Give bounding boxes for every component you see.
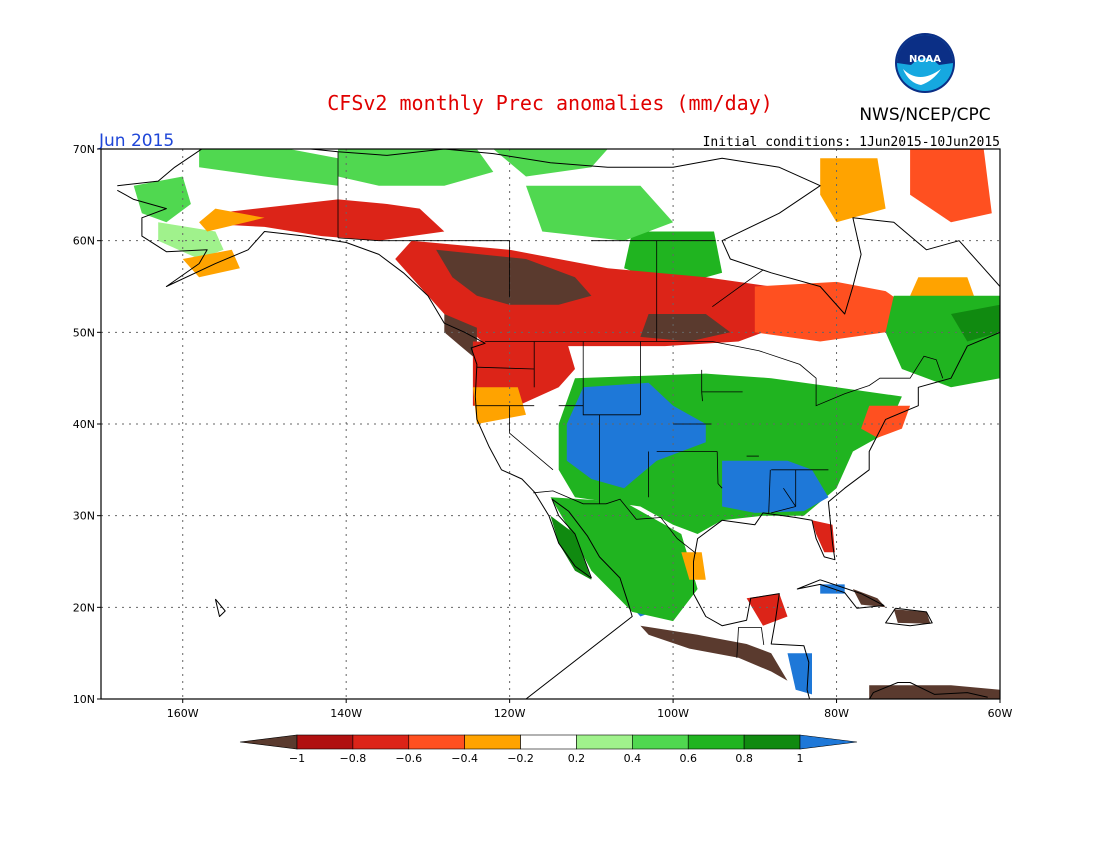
colorbar-segment xyxy=(408,734,465,750)
lon-tick-label: 60W xyxy=(988,707,1013,720)
anomaly-region-florida-dry xyxy=(812,520,835,553)
anomaly-region-bc-coast-extreme xyxy=(444,314,477,360)
anomaly-region-baffin-dry xyxy=(910,149,992,223)
border-line xyxy=(509,405,554,471)
anomaly-region-alaska-peninsula xyxy=(182,249,240,278)
political-borders xyxy=(337,151,944,658)
anomaly-region-yucatan-red xyxy=(746,593,788,626)
anomaly-region-alaska-north-slope xyxy=(199,149,338,186)
initial-conditions-label: Initial conditions: 1Jun2015-10Jun2015 xyxy=(703,135,1000,150)
anomaly-region-yukon-south-alaska xyxy=(215,199,445,241)
colorbar-segment xyxy=(352,734,410,750)
lat-tick-label: 10N xyxy=(73,693,95,706)
lon-tick-label: 120W xyxy=(494,707,526,720)
anomaly-region-manitoba-extreme xyxy=(640,314,731,342)
anomaly-region-hispaniola-dry xyxy=(893,609,931,624)
border-line xyxy=(771,506,796,514)
coastline xyxy=(885,607,933,627)
anomaly-regions xyxy=(133,149,1000,699)
lat-tick-label: 30N xyxy=(73,510,95,523)
colorbar-segment xyxy=(687,734,745,750)
chart-title: CFSv2 monthly Prec anomalies (mm/day) xyxy=(327,91,773,115)
coastline xyxy=(117,189,633,699)
anomaly-region-baja-wet xyxy=(550,515,592,580)
lon-tick-label: 80W xyxy=(824,707,849,720)
colorbar-segment xyxy=(632,734,689,750)
colorbar-segment xyxy=(520,734,577,750)
lat-tick-label: 60N xyxy=(73,235,95,248)
anomaly-region-rockies-extreme-wet xyxy=(566,382,706,489)
lon-tick-label: 160W xyxy=(167,707,199,720)
border-line xyxy=(533,490,697,554)
colorbar-segment xyxy=(296,734,354,750)
border-line xyxy=(712,269,764,308)
lat-tick-label: 20N xyxy=(73,601,95,614)
anomaly-region-central-america-wet xyxy=(787,653,812,695)
lat-tick-label: 40N xyxy=(73,418,95,431)
longitude-labels: 160W 140W 120W 100W 80W 60W xyxy=(167,699,1013,720)
anomaly-region-nw-territories-green xyxy=(338,149,494,186)
colorbar-tick-label: −0.4 xyxy=(451,752,478,765)
border-line xyxy=(716,451,723,489)
border-line xyxy=(768,469,771,514)
colorbar-high-arrow xyxy=(799,734,858,750)
map-panel: 70N 60N 50N 40N 30N 20N 10N 160W 140W 120W 100W 80… xyxy=(73,143,1013,720)
border-line xyxy=(476,366,535,370)
colorbar-tick-label: −0.8 xyxy=(340,752,367,765)
colorbar-tick-label: −0.2 xyxy=(507,752,534,765)
colorbar-segment xyxy=(743,734,801,750)
anomaly-region-bering-coast xyxy=(133,176,191,223)
colorbar-segment xyxy=(464,734,521,750)
colorbar-tick-label: −0.6 xyxy=(395,752,422,765)
anomaly-region-southern-mexico-dry xyxy=(640,625,788,681)
lat-tick-label: 70N xyxy=(73,143,95,156)
anomaly-region-southeast-extreme-wet xyxy=(722,460,829,513)
month-label: Jun 2015 xyxy=(98,131,174,151)
colorbar-tick-label: −1 xyxy=(289,752,305,765)
border-line xyxy=(582,341,641,416)
lat-tick-label: 50N xyxy=(73,326,95,339)
latitude-labels: 70N 60N 50N 40N 30N 20N 10N xyxy=(73,143,101,706)
colorbar-tick-label: 0.2 xyxy=(568,752,586,765)
agency-label: NWS/NCEP/CPC xyxy=(859,105,990,125)
svg-text:NOAA: NOAA xyxy=(909,54,941,65)
colorbar-tick-label: 0.6 xyxy=(679,752,697,765)
anomaly-region-venezuela-dry xyxy=(869,685,1000,699)
coastline xyxy=(796,579,885,609)
lon-tick-label: 140W xyxy=(330,707,362,720)
border-line xyxy=(736,627,765,658)
color-legend: −1 −0.8 −0.6 −0.4 −0.2 0.2 0.4 0.6 0.8 1 xyxy=(239,734,858,765)
border-line xyxy=(485,341,944,407)
colorbar-tick-label: 0.8 xyxy=(735,752,753,765)
border-line xyxy=(783,487,797,507)
colorbar-tick-label: 1 xyxy=(797,752,804,765)
coastlines xyxy=(117,149,1000,699)
anomaly-region-bc-alberta-extreme xyxy=(436,249,592,305)
anomaly-region-yukon-edge xyxy=(199,208,265,232)
anomaly-region-nunavut-green2 xyxy=(526,185,674,241)
lon-tick-label: 100W xyxy=(657,707,689,720)
border-line xyxy=(337,237,379,242)
coastline xyxy=(868,682,988,699)
colorbar-tick-label: 0.4 xyxy=(624,752,642,765)
colorbar-segment xyxy=(576,734,633,750)
coastline xyxy=(214,598,226,617)
coastline xyxy=(117,149,1000,699)
noaa-logo: NOAA xyxy=(895,33,955,93)
anomaly-region-new-england-dry xyxy=(861,405,911,438)
anomaly-region-mexico-green xyxy=(550,497,698,622)
